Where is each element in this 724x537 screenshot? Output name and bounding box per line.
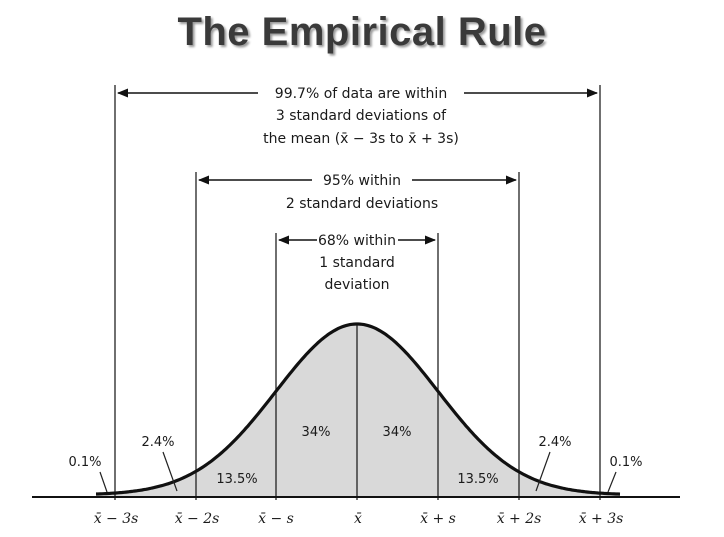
bracket-3sd-text-line1: 99.7% of data are within [275,86,447,102]
bracket-1sd-text-line1: 68% within [318,233,396,249]
axis-label-mean: x̄ [354,511,362,527]
axis-label-minus-1s: x̄ − s [258,511,294,527]
region-label-center-right: 34% [383,425,412,440]
curve-area-fill [96,324,620,497]
region-label-mid-left: 13.5% [216,472,257,487]
axis-label-plus-2s: x̄ + 2s [497,511,542,527]
axis-label-minus-2s: x̄ − 2s [175,511,220,527]
leader-line-outer-left [162,451,178,492]
leader-line-tail-right [607,471,617,493]
axis-label-plus-3s: x̄ + 3s [579,511,624,527]
region-label-tail-right: 0.1% [609,455,642,470]
bracket-3sd-text-line2: 3 standard deviations of [276,108,447,124]
region-label-outer-right: 2.4% [538,435,571,450]
region-label-outer-left: 2.4% [141,435,174,450]
page-title: The Empirical Rule [177,10,547,54]
axis-label-plus-1s: x̄ + s [420,511,456,527]
bell-curve [96,322,621,496]
leader-line-outer-right [535,451,551,492]
bracket-1sd-text-line3: deviation [324,277,389,293]
leader-line-tail-left [99,471,108,493]
region-label-center-left: 34% [302,425,331,440]
region-label-mid-right: 13.5% [457,472,498,487]
axis-label-minus-3s: x̄ − 3s [94,511,139,527]
bracket-2sd-text-line2: 2 standard deviations [286,196,438,212]
bracket-2sd-text-line1: 95% within [323,173,401,189]
bracket-1sd-text-line2: 1 standard [319,255,394,271]
region-label-tail-left: 0.1% [68,455,101,470]
bracket-3sd-text-line3: the mean (x̄ − 3s to x̄ + 3s) [263,131,459,147]
